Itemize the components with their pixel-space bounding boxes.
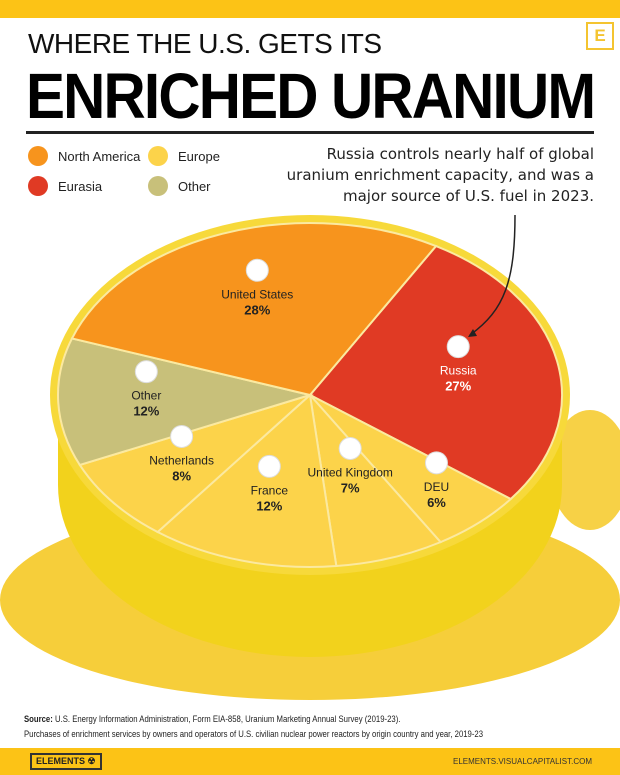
slice-value: 7%: [341, 481, 360, 496]
legend-label: Europe: [178, 148, 220, 164]
page-title: ENRICHED URANIUM: [26, 60, 596, 132]
legend-item-other: Other: [148, 176, 248, 196]
arrow-head: [468, 329, 477, 337]
legend-item-north-america: North America: [28, 146, 148, 166]
slice-value: 28%: [244, 302, 270, 317]
subtitle: WHERE THE U.S. GETS ITS: [28, 28, 382, 59]
annotation: Russia controls nearly half of global ur…: [286, 145, 594, 205]
legend-dot: [148, 176, 168, 196]
germany-flag-icon: [424, 451, 448, 475]
source-note: Purchases of enrichment services by owne…: [24, 729, 484, 739]
pie-slice-france: [155, 393, 338, 568]
slice-value: 8%: [172, 468, 191, 483]
slice-value: 6%: [427, 495, 446, 510]
legend-label: Other: [178, 178, 211, 194]
slice-label: United Kingdom: [307, 466, 392, 480]
slice-label: Netherlands: [149, 453, 214, 467]
pie-slice-russia: [308, 244, 563, 501]
elements-logo: ELEMENTS ☢: [30, 753, 102, 770]
legend-label: North America: [58, 148, 141, 164]
slice-value: 12%: [133, 404, 159, 419]
pie-slice-united-states: [70, 222, 438, 397]
source-text: U.S. Energy Information Administration, …: [54, 714, 401, 724]
slice-value: 12%: [256, 498, 282, 513]
source: Source: U.S. Energy Information Administ…: [24, 712, 483, 742]
legend-dot: [148, 146, 168, 166]
uk-flag-icon: [338, 437, 362, 461]
slice-label: DEU: [424, 480, 449, 494]
legend-dot: [28, 146, 48, 166]
legend-item-eurasia: Eurasia: [28, 176, 148, 196]
site-url: ELEMENTS.VISUALCAPITALIST.COM: [453, 757, 592, 766]
pie-slice-netherlands: [78, 394, 311, 534]
globe-icon: [134, 360, 158, 384]
pie-slice-other: [57, 337, 314, 467]
netherlands-flag-icon: [170, 424, 194, 448]
slice-label: United States: [221, 287, 293, 301]
legend-dot: [28, 176, 48, 196]
top-bar: [0, 0, 620, 18]
france-flag-icon: [257, 454, 281, 478]
slice-label: Russia: [440, 364, 477, 378]
us-flag-icon: [245, 258, 269, 282]
legend-item-europe: Europe: [148, 146, 248, 166]
slice-label: Other: [131, 389, 161, 403]
bottom-bar: [0, 748, 620, 775]
slice-value: 27%: [445, 379, 471, 394]
legend-label: Eurasia: [58, 178, 103, 194]
elements-badge: E: [586, 22, 614, 50]
pie-slice-united-kingdom: [308, 391, 443, 568]
uranium-powder: [550, 410, 620, 530]
source-label: Source:: [24, 714, 53, 724]
legend: North America Europe Eurasia Other: [28, 146, 248, 196]
annotation-arrow: [469, 214, 516, 336]
divider: [26, 131, 594, 134]
russia-flag-icon: [446, 335, 470, 359]
slice-label: France: [251, 483, 289, 497]
